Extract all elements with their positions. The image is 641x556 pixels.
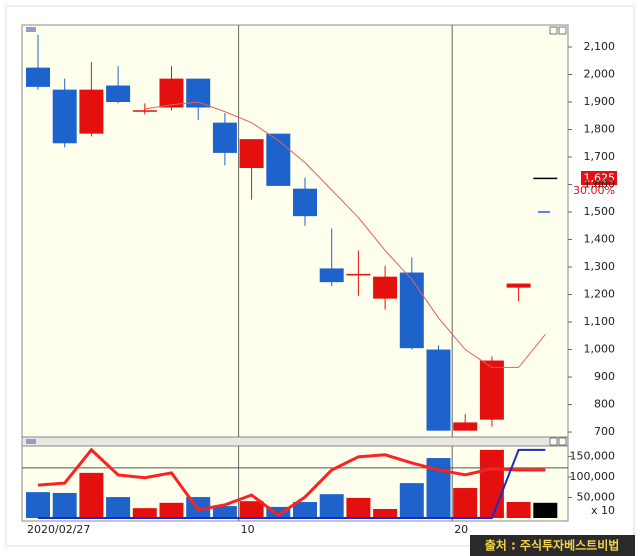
volume-bar [373, 508, 398, 518]
watermark-bg [470, 535, 635, 556]
volume-bar [533, 502, 558, 518]
candle-body [346, 273, 371, 276]
candle-body [506, 283, 531, 288]
candle-body [52, 89, 77, 144]
candle-body [319, 268, 344, 283]
y-tick-label: 1,800 [584, 123, 616, 136]
y-tick-label: 1,400 [584, 233, 616, 246]
y-tick-label: 1,600 [584, 178, 616, 191]
price-tag-label: 1,625 [584, 172, 616, 185]
panel-button[interactable] [558, 26, 567, 35]
y-tick-label: 2,000 [584, 68, 616, 81]
panel-icon[interactable] [26, 27, 36, 32]
candle-body [26, 67, 50, 87]
panel-button[interactable] [558, 437, 567, 446]
volume-bar [319, 494, 344, 518]
y-tick-label: 1,200 [584, 288, 616, 301]
volume-bar [212, 506, 237, 518]
candle-body [453, 422, 478, 431]
candle-body [293, 188, 317, 217]
volume-bar [293, 501, 317, 518]
volume-bar [26, 492, 50, 518]
panel-button[interactable] [549, 26, 558, 35]
moving-average [144, 101, 546, 368]
volume-bar [132, 508, 157, 518]
volume-line [37, 447, 546, 517]
y-tick-label: 1,700 [584, 150, 616, 163]
y-tick-label: 2,100 [584, 40, 616, 53]
candle-body [106, 85, 131, 103]
volume-bar [399, 483, 424, 518]
candle-body [426, 349, 451, 431]
y-tick-label: 150,000 [570, 449, 616, 462]
y-tick-label: 50,000 [577, 490, 616, 503]
unit-label: x 10 [591, 504, 615, 517]
volume-bar [106, 497, 131, 518]
candle-body [159, 78, 184, 108]
candle-body [399, 272, 424, 349]
volume-bar [346, 497, 371, 518]
volume-bar [159, 502, 184, 518]
candle-body [132, 110, 157, 112]
y-tick-label: 100,000 [570, 470, 616, 483]
panel-divider [21, 436, 569, 447]
volume-bar [266, 506, 291, 518]
x-tick-label: 20 [454, 523, 468, 536]
volume-bar [479, 449, 504, 518]
volume-bar [52, 492, 77, 518]
candle-body [266, 133, 291, 186]
x-tick-label: 10 [241, 523, 255, 536]
y-tick-label: 1,100 [584, 315, 616, 328]
candle-body [79, 89, 104, 134]
panel-icon[interactable] [26, 439, 36, 444]
volume-bar [239, 501, 264, 518]
y-tick-label: 700 [594, 425, 615, 438]
y-tick-label: 1,300 [584, 260, 616, 273]
y-tick-label: 900 [594, 370, 615, 383]
volume-bar [79, 472, 104, 518]
volume-bar [453, 488, 478, 518]
y-tick-label: 1,900 [584, 95, 616, 108]
x-tick-label: 2020/02/27 [27, 523, 90, 536]
y-tick-label: 1,500 [584, 205, 616, 218]
watermark: 출처 : 주식투자베스트비법 [485, 538, 620, 553]
volume-line [38, 448, 546, 519]
y-tick-label: 1,000 [584, 343, 616, 356]
candle-body [479, 360, 504, 420]
y-tick-label: 800 [594, 398, 615, 411]
candle-body [373, 276, 398, 299]
candle-body [533, 177, 558, 180]
candle-body [212, 122, 237, 153]
volume-bar [506, 501, 531, 518]
candle-body [239, 139, 264, 169]
price-tag [581, 171, 617, 185]
panel-button[interactable] [549, 437, 558, 446]
change-label: 30.00% [573, 184, 615, 197]
